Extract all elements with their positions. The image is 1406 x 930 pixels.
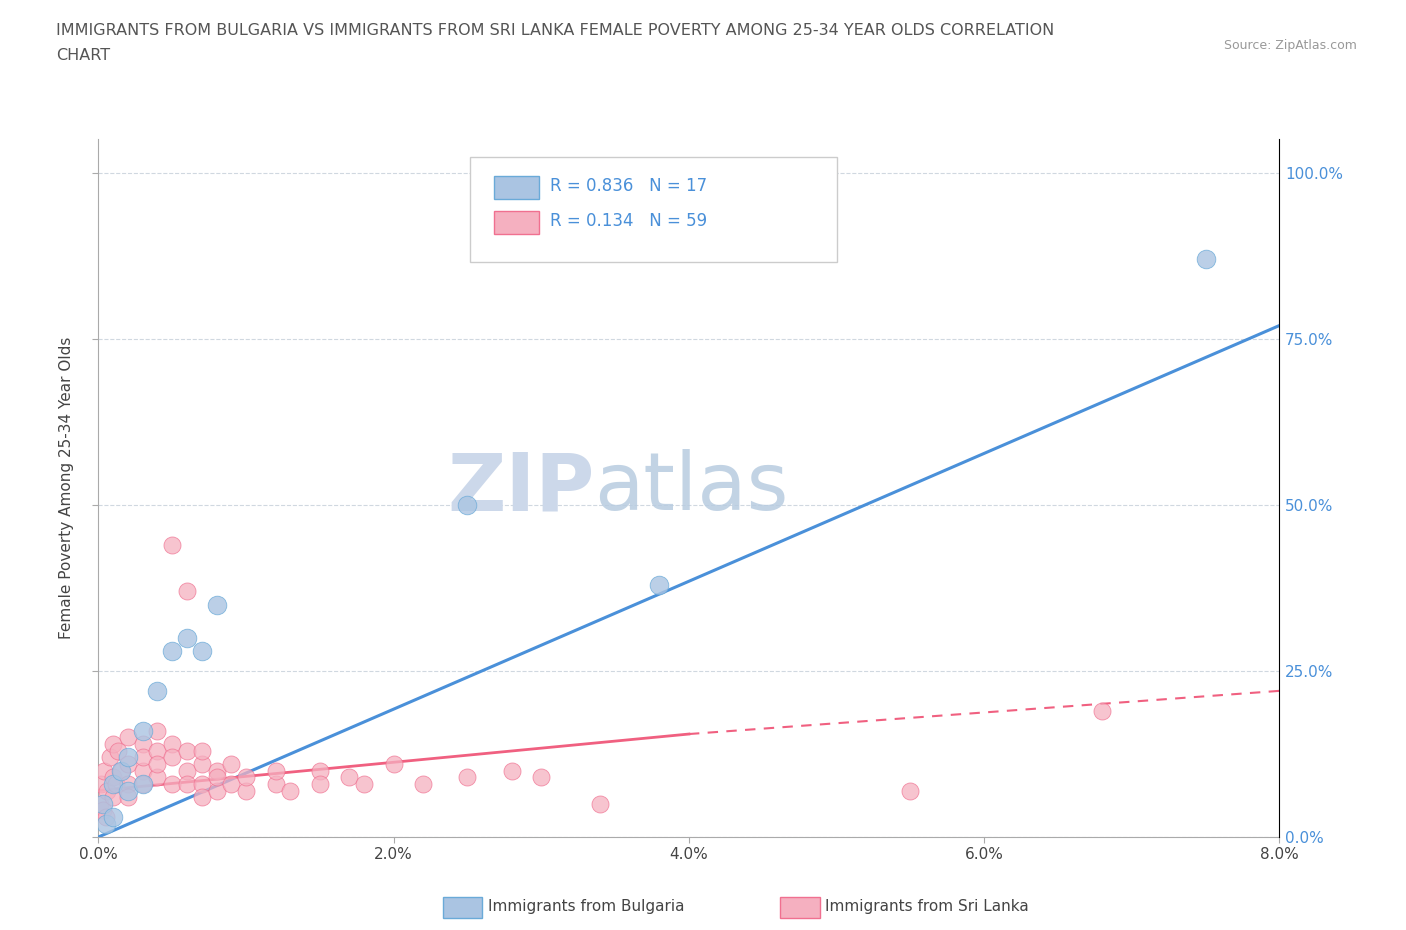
- Point: [900, 783, 922, 798]
- Point: [146, 684, 169, 698]
- Point: [162, 777, 183, 791]
- Point: [162, 750, 183, 764]
- Point: [191, 644, 214, 658]
- Text: CHART: CHART: [56, 48, 110, 63]
- Point: [132, 764, 155, 778]
- Point: [132, 777, 155, 791]
- Text: Source: ZipAtlas.com: Source: ZipAtlas.com: [1223, 39, 1357, 52]
- Text: IMMIGRANTS FROM BULGARIA VS IMMIGRANTS FROM SRI LANKA FEMALE POVERTY AMONG 25-34: IMMIGRANTS FROM BULGARIA VS IMMIGRANTS F…: [56, 23, 1054, 38]
- Point: [219, 777, 242, 791]
- FancyBboxPatch shape: [494, 177, 538, 199]
- Point: [176, 764, 198, 778]
- Point: [146, 743, 169, 758]
- Point: [456, 498, 478, 512]
- Point: [91, 796, 114, 811]
- Point: [648, 578, 671, 592]
- Point: [146, 770, 169, 785]
- Point: [219, 756, 242, 771]
- Point: [1091, 703, 1114, 718]
- Point: [176, 743, 198, 758]
- Point: [205, 783, 228, 798]
- Text: Immigrants from Bulgaria: Immigrants from Bulgaria: [488, 899, 685, 914]
- Point: [191, 790, 214, 804]
- Point: [162, 538, 183, 552]
- Point: [105, 777, 128, 791]
- Y-axis label: Female Poverty Among 25-34 Year Olds: Female Poverty Among 25-34 Year Olds: [59, 337, 75, 640]
- Point: [456, 770, 478, 785]
- Point: [103, 737, 125, 751]
- Point: [264, 777, 287, 791]
- Point: [94, 817, 117, 831]
- Point: [117, 777, 139, 791]
- Point: [353, 777, 375, 791]
- Text: Immigrants from Sri Lanka: Immigrants from Sri Lanka: [825, 899, 1029, 914]
- Point: [235, 770, 257, 785]
- Point: [93, 764, 115, 778]
- Point: [205, 770, 228, 785]
- Point: [412, 777, 434, 791]
- Point: [501, 764, 523, 778]
- Point: [308, 777, 332, 791]
- Point: [107, 743, 129, 758]
- Point: [94, 810, 117, 825]
- FancyBboxPatch shape: [494, 211, 538, 233]
- Point: [132, 724, 155, 738]
- Point: [117, 790, 139, 804]
- Point: [191, 743, 214, 758]
- Point: [205, 764, 228, 778]
- Point: [132, 777, 155, 791]
- Point: [117, 783, 139, 798]
- Point: [91, 803, 114, 817]
- Point: [103, 790, 125, 804]
- Point: [176, 777, 198, 791]
- Point: [1194, 252, 1216, 267]
- Point: [103, 810, 125, 825]
- Point: [308, 764, 332, 778]
- Point: [589, 796, 612, 811]
- Point: [382, 756, 405, 771]
- Point: [205, 597, 228, 612]
- Point: [264, 764, 287, 778]
- Point: [162, 644, 183, 658]
- Point: [103, 770, 125, 785]
- Point: [337, 770, 360, 785]
- Text: ZIP: ZIP: [447, 449, 595, 527]
- Point: [530, 770, 553, 785]
- Text: atlas: atlas: [595, 449, 789, 527]
- Point: [117, 750, 139, 764]
- Point: [235, 783, 257, 798]
- Point: [146, 724, 169, 738]
- Point: [117, 756, 139, 771]
- Point: [132, 750, 155, 764]
- Point: [117, 730, 139, 745]
- Point: [146, 756, 169, 771]
- FancyBboxPatch shape: [471, 157, 837, 261]
- Point: [191, 756, 214, 771]
- Point: [162, 737, 183, 751]
- Point: [110, 764, 132, 778]
- Point: [98, 750, 121, 764]
- Text: R = 0.836   N = 17: R = 0.836 N = 17: [550, 178, 707, 195]
- Point: [176, 584, 198, 599]
- Point: [90, 777, 112, 791]
- Point: [176, 631, 198, 645]
- Point: [89, 796, 111, 811]
- Point: [191, 777, 214, 791]
- Point: [278, 783, 302, 798]
- Text: R = 0.134   N = 59: R = 0.134 N = 59: [550, 212, 707, 230]
- Point: [110, 764, 132, 778]
- Point: [96, 783, 118, 798]
- Point: [103, 777, 125, 791]
- Point: [132, 737, 155, 751]
